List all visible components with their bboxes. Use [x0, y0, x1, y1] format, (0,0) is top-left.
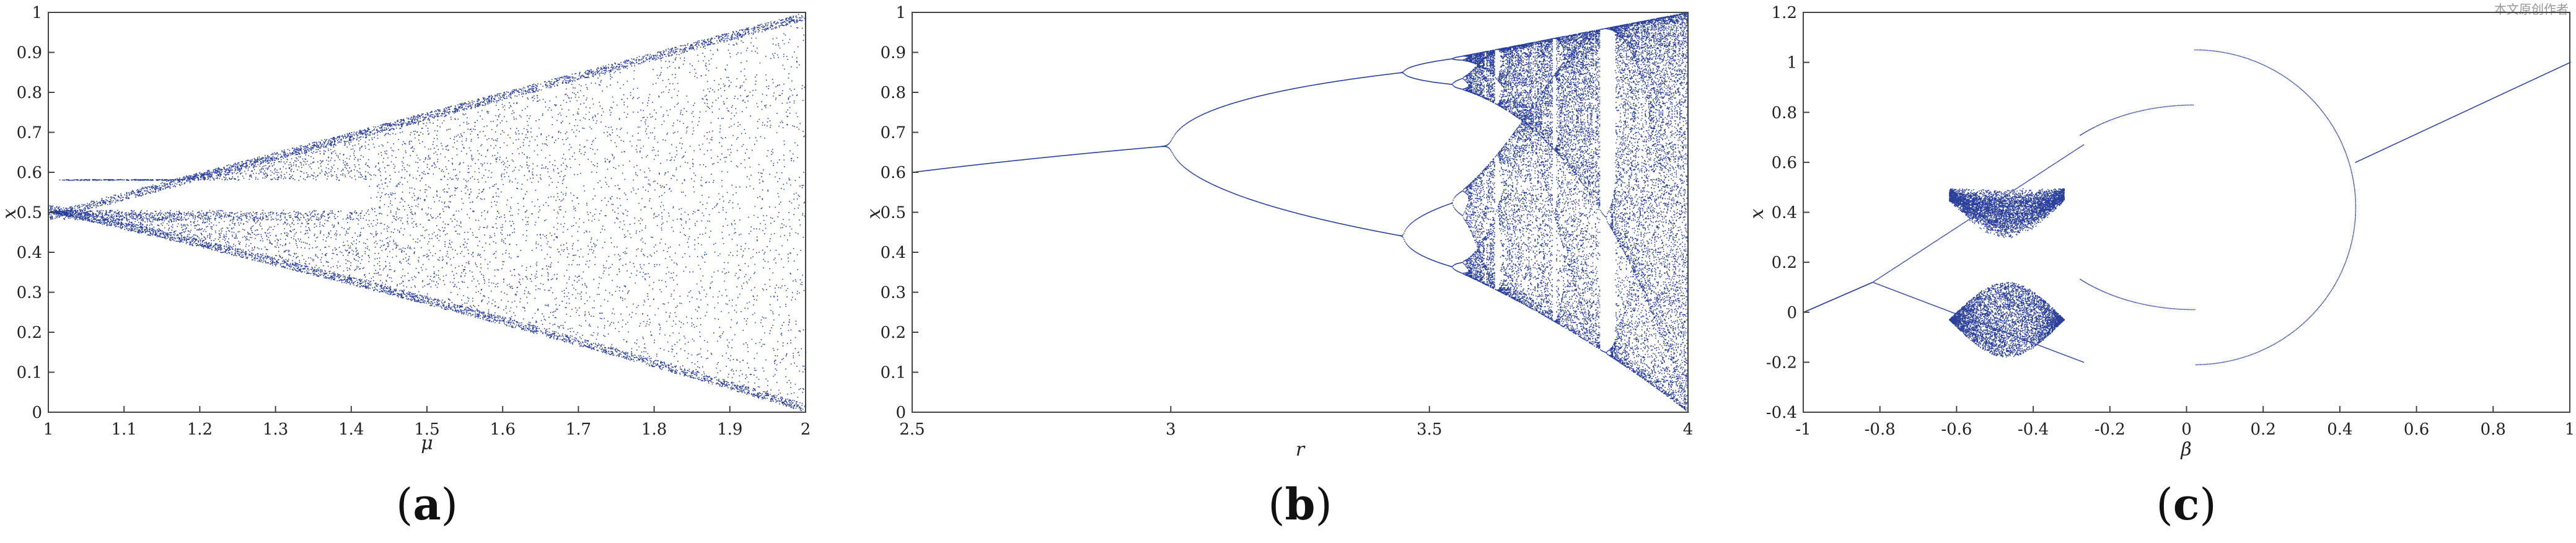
x-tick-label: 0 [2181, 420, 2192, 439]
y-tick-label: 0.3 [17, 284, 42, 302]
y-tick-label: 1 [1787, 54, 1797, 73]
x-tick-label: -0.2 [2095, 420, 2125, 439]
y-tick-label: 0.8 [1772, 104, 1797, 122]
x-tick-label: 1.3 [263, 420, 288, 439]
y-tick-label: 0.9 [17, 44, 42, 63]
x-tick-label: 1.2 [187, 420, 213, 439]
y-tick-label: 0.8 [17, 84, 42, 102]
y-tick-label: -0.4 [1766, 404, 1797, 422]
watermark-text: 本文原创作者 [2494, 2, 2569, 17]
panel-c-x-label: β [2180, 439, 2191, 461]
y-tick-label: 0.4 [17, 244, 42, 262]
x-tick-label: 1.9 [717, 420, 742, 439]
panel-a-y-ticks: 0 0.1 0.2 0.3 0.4 0.5 0.6 0.7 0.8 0.9 1 [17, 4, 55, 422]
scatter-points [912, 12, 1689, 413]
scatter-points [1803, 49, 2571, 366]
x-tick-label: -1 [1795, 420, 1811, 439]
y-tick-label: 0.5 [881, 204, 906, 223]
y-tick-label: 0.2 [17, 324, 42, 342]
panel-c-points [1803, 49, 2571, 366]
x-tick-label: 0.6 [2404, 420, 2429, 439]
y-tick-label: 0 [1787, 304, 1797, 322]
y-tick-label: 0 [32, 404, 42, 422]
x-tick-label: -0.6 [1941, 420, 1972, 439]
y-tick-label: 0.3 [881, 284, 906, 302]
x-tick-label: -0.4 [2018, 420, 2049, 439]
y-tick-label: 0.2 [1772, 254, 1797, 272]
x-tick-label: 1.7 [566, 420, 591, 439]
panel-b-y-label: x [863, 208, 885, 219]
panel-c-label: (c) [2156, 479, 2216, 530]
panel-b-x-label: r [1296, 439, 1306, 461]
x-tick-label: 1.5 [414, 420, 439, 439]
y-tick-label: 1.2 [1772, 4, 1797, 22]
scatter-points [48, 12, 807, 411]
y-tick-label: 0.7 [17, 124, 42, 143]
x-tick-label: 1.8 [641, 420, 667, 439]
panel-b-label: (b) [1268, 479, 1332, 530]
panel-c: -1 -0.8 -0.6 -0.4 -0.2 0 0.2 0.4 0.6 0.8 1 -0.4-0.… [1746, 4, 2575, 530]
panel-b-x-ticks: 2.5 3 3.5 4 [899, 406, 1693, 439]
x-tick-label: 2 [801, 420, 811, 439]
panel-b-y-ticks: 0 0.1 0.2 0.3 0.4 0.5 0.6 0.7 0.8 0.9 1 [881, 4, 918, 422]
x-tick-label: 1.6 [490, 420, 516, 439]
y-tick-label: 0.6 [881, 164, 906, 182]
panel-a-x-ticks: 1 1.1 1.2 1.3 1.4 1.5 1.6 1.7 1.8 1.9 2 [43, 406, 811, 439]
y-tick-label: 0.6 [1772, 154, 1797, 172]
x-tick-label: 1.4 [338, 420, 364, 439]
y-tick-label: 0.8 [881, 84, 906, 102]
panel-b: 2.5 3 3.5 4 0 0.1 0.2 0.3 0.4 0.5 0.6 0.7 0.8 0.9 1 r… [863, 4, 1693, 530]
panel-a-y-label: x [0, 208, 20, 219]
y-tick-label: 1 [32, 4, 42, 22]
x-tick-label: 1.1 [112, 420, 137, 439]
x-tick-label: 0.8 [2481, 420, 2506, 439]
panel-c-x-ticks: -1 -0.8 -0.6 -0.4 -0.2 0 0.2 0.4 0.6 0.8 1 [1795, 406, 2575, 439]
panel-b-points [912, 12, 1689, 413]
y-tick-label: 0.2 [881, 324, 906, 342]
x-tick-label: 3 [1166, 420, 1176, 439]
x-tick-label: 2.5 [899, 420, 925, 439]
x-tick-label: 1 [2565, 420, 2575, 439]
panel-a: 1 1.1 1.2 1.3 1.4 1.5 1.6 1.7 1.8 1.9 2 0 0.1 0.2 0.3… [0, 4, 811, 530]
y-tick-label: 0.9 [881, 44, 906, 63]
y-tick-label: 0.1 [881, 364, 906, 382]
y-tick-label: 0.4 [881, 244, 906, 262]
panel-a-plot-frame [48, 12, 806, 413]
panel-c-plot-frame [1803, 12, 2570, 413]
panel-c-y-ticks: -0.4 -0.2 0 0.2 0.4 0.6 0.8 1 1.2 [1766, 4, 1809, 422]
y-tick-label: 0.1 [17, 364, 42, 382]
y-tick-label: 1 [895, 4, 906, 22]
panel-a-x-label: μ [421, 433, 433, 454]
x-tick-label: 4 [1683, 420, 1694, 439]
x-tick-label: 0.4 [2327, 420, 2352, 439]
x-tick-label: -0.8 [1865, 420, 1896, 439]
x-tick-label: 0.2 [2251, 420, 2276, 439]
panel-a-points [48, 12, 807, 411]
x-tick-label: 1 [43, 420, 54, 439]
x-tick-label: 3.5 [1417, 420, 1442, 439]
y-tick-label: 0.4 [1772, 204, 1797, 223]
y-tick-label: 0.7 [881, 124, 906, 143]
y-tick-label: 0 [895, 404, 906, 422]
y-tick-label: -0.2 [1766, 353, 1797, 372]
panel-a-label: (a) [396, 479, 458, 530]
y-tick-label: 0.5 [17, 204, 42, 223]
panel-c-y-label: x [1746, 208, 1768, 219]
y-tick-label: 0.6 [17, 164, 42, 182]
